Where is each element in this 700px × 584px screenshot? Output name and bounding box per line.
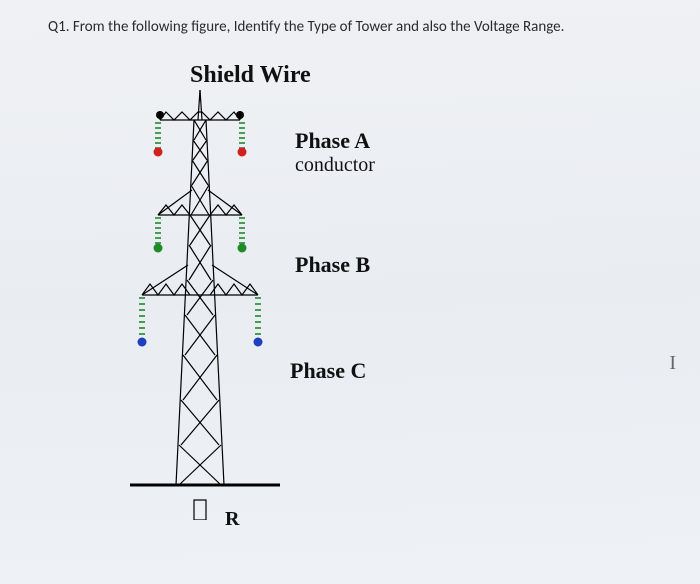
tower-diagram xyxy=(120,90,320,520)
text-cursor-icon: I xyxy=(669,352,676,375)
question-text: Q1. From the following figure, Identify … xyxy=(48,18,564,36)
page-background: { "question": "Q1. From the following fi… xyxy=(0,0,700,584)
shield-wire-title: Shield Wire xyxy=(190,62,311,89)
